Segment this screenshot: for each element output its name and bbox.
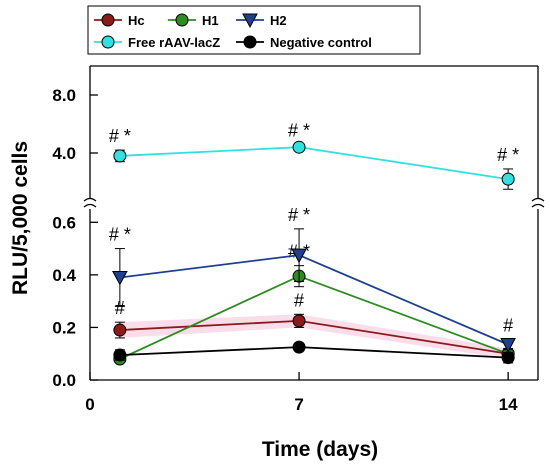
series-line [119, 146, 509, 180]
legend-label: Negative control [270, 35, 372, 50]
x-tick-label: 0 [85, 395, 94, 414]
series-h2: # * # * # [109, 205, 516, 353]
data-point [501, 351, 515, 365]
legend-marker [101, 35, 115, 49]
data-point [291, 248, 307, 264]
significance-mark: # [115, 298, 125, 318]
axis-break-mark [531, 197, 545, 202]
legend-item: Negative control [236, 35, 372, 50]
legend-label: H1 [202, 13, 219, 28]
legend-item: H1 [168, 13, 219, 28]
y-tick-label: 0.6 [52, 213, 76, 232]
series-negative-control [113, 340, 515, 365]
data-point [501, 172, 515, 186]
legend-item: H2 [236, 13, 287, 29]
legend-label: Free rAAV-lacZ [128, 35, 220, 50]
data-point [113, 323, 127, 337]
axis-break-mark [83, 203, 97, 208]
significance-mark: # * [288, 120, 310, 140]
y-tick-label: 4.0 [52, 144, 76, 163]
axis-break-mark [83, 197, 97, 202]
axis-break-mark [531, 203, 545, 208]
legend-label: Hc [128, 13, 145, 28]
y-axis-title: RLU/5,000 cells [9, 141, 32, 295]
x-tick-label: 14 [499, 395, 518, 414]
data-point [112, 270, 128, 286]
y-tick-label: 8.0 [52, 86, 76, 105]
significance-mark: # * [288, 205, 310, 225]
data-point [113, 149, 127, 163]
legend-marker [242, 13, 258, 29]
legend-marker [243, 35, 257, 49]
plot-area: ### *# *# *## *# *# * [109, 120, 519, 366]
significance-mark: # * [497, 145, 519, 165]
data-point [113, 348, 127, 362]
data-point [292, 340, 306, 354]
y-tick-label: 0.4 [52, 266, 76, 285]
y-tick-label: 0.0 [52, 371, 76, 390]
legend-item: Hc [94, 13, 145, 28]
legend: Hc H1 H2 Free rAAV-lacZ Negative control [87, 5, 421, 55]
data-point [292, 314, 306, 328]
significance-mark: # * [109, 225, 131, 245]
data-point [292, 140, 306, 154]
significance-mark: # [294, 290, 304, 310]
legend-marker [101, 13, 115, 27]
axes: 0.0 0.2 0.4 0.6 4.0 8.0 0 7 14 [52, 65, 545, 414]
data-point [500, 338, 516, 353]
significance-mark: # * [109, 126, 131, 146]
x-tick-label: 7 [294, 395, 303, 414]
x-axis-title: Time (days) [262, 438, 378, 461]
legend-item: Free rAAV-lacZ [94, 35, 220, 50]
legend-label: H2 [270, 13, 287, 28]
significance-mark: # [503, 315, 513, 335]
legend-marker [175, 13, 189, 27]
y-tick-label: 0.2 [52, 318, 76, 337]
series-free-raav-lacz: # * # * # * [109, 120, 519, 190]
